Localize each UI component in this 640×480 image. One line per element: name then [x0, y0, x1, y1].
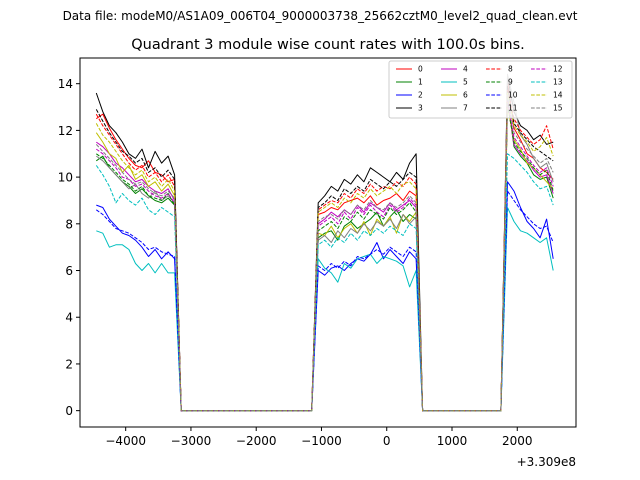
series-line-1: [96, 97, 554, 412]
series-line-14: [95, 92, 554, 412]
x-axis-ticks: −4000 −3000 −2000 −1000 0 1000 2000: [105, 427, 533, 448]
legend-label-5: 5: [463, 78, 468, 87]
x-tick-label: −4000: [105, 434, 146, 448]
legend-label-7: 7: [463, 104, 468, 113]
x-tick-label: 0: [383, 434, 391, 448]
legend-label-14: 14: [553, 91, 563, 100]
y-tick-label: 12: [58, 124, 73, 138]
legend-label-11: 11: [508, 104, 518, 113]
y-tick-label: 2: [65, 357, 73, 371]
x-tick-label: −3000: [171, 434, 212, 448]
y-axis-ticks: 0 2 4 6 8 10 12 14: [58, 77, 80, 418]
series-line-3: [95, 76, 554, 412]
legend-label-0: 0: [418, 65, 423, 74]
plot-frame: [79, 57, 577, 428]
legend-label-4: 4: [463, 65, 468, 74]
series-layer: [95, 73, 554, 412]
legend-label-8: 8: [508, 65, 513, 74]
x-tick-label: −1000: [301, 434, 342, 448]
series-line-2: [96, 181, 554, 412]
y-tick-label: 4: [65, 311, 73, 325]
legend-label-9: 9: [508, 78, 513, 87]
series-line-7: [96, 73, 554, 412]
legend-label-2: 2: [418, 91, 423, 100]
y-tick-label: 6: [65, 264, 73, 278]
legend-label-13: 13: [553, 78, 563, 87]
y-tick-label: 0: [65, 404, 73, 418]
series-line-13: [95, 153, 554, 412]
legend-label-6: 6: [463, 91, 468, 100]
legend-label-1: 1: [418, 78, 423, 87]
y-tick-label: 10: [58, 171, 73, 185]
series-line-9: [96, 104, 554, 412]
series-line-8: [95, 87, 554, 412]
series-line-11: [95, 85, 554, 412]
series-line-0: [96, 80, 554, 412]
x-tick-label: 2000: [502, 434, 533, 448]
legend-label-10: 10: [508, 91, 518, 100]
series-line-6: [95, 106, 554, 412]
y-tick-label: 14: [58, 77, 73, 91]
series-line-5: [96, 207, 554, 412]
legend-frame: [388, 60, 573, 119]
x-tick-label: −2000: [236, 434, 277, 448]
x-axis-offset-label: +3.309e8: [517, 455, 576, 469]
x-tick-label: 1000: [437, 434, 468, 448]
chart-title: Quadrant 3 module wise count rates with …: [131, 37, 525, 53]
legend-label-15: 15: [553, 104, 563, 113]
data-file-suptitle: Data file: modeM0/AS1A09_006T04_90000037…: [63, 9, 578, 23]
y-tick-label: 8: [65, 217, 73, 231]
legend-label-12: 12: [553, 65, 563, 74]
series-line-4: [96, 101, 554, 412]
series-line-15: [95, 94, 554, 412]
series-line-10: [96, 190, 554, 412]
legend-label-3: 3: [418, 104, 423, 113]
